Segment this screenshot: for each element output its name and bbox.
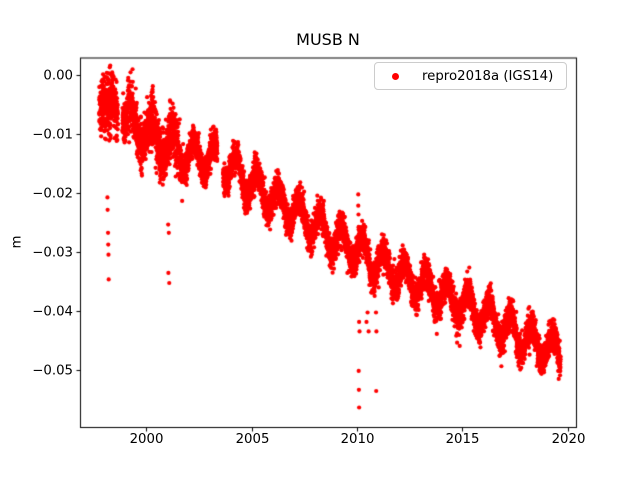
x-tick-label: 2005: [235, 432, 270, 447]
y-tick-label: −0.03: [32, 245, 73, 260]
x-tick-label: 2000: [129, 432, 164, 447]
legend: repro2018a (IGS14): [374, 62, 567, 90]
x-tick-label: 2010: [340, 432, 375, 447]
y-tick-label: −0.05: [32, 363, 73, 378]
x-tick-label: 2020: [551, 432, 586, 447]
y-tick-label: −0.02: [32, 186, 73, 201]
legend-label: repro2018a (IGS14): [422, 68, 554, 84]
legend-marker-dot: [392, 72, 399, 80]
y-tick-label: −0.01: [32, 127, 73, 142]
y-tick-label: −0.04: [32, 304, 73, 319]
x-tick-label: 2015: [445, 432, 480, 447]
chart-title: MUSB N: [296, 30, 360, 49]
y-tick-label: 0.00: [43, 68, 73, 83]
